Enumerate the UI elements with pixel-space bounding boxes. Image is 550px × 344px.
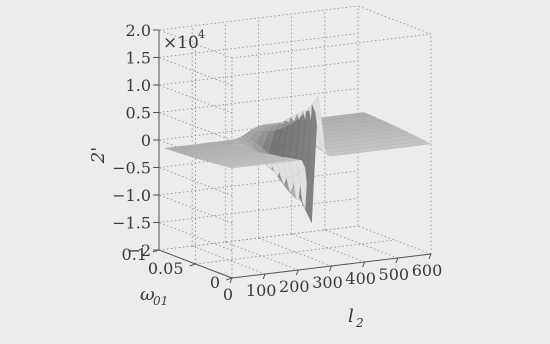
z-axis-label: 2'	[88, 147, 109, 164]
x-tick-label-2: 200	[279, 277, 310, 296]
z-multiplier: ×10 4	[163, 28, 205, 53]
z-multiplier-exponent: 4	[198, 28, 205, 41]
grid-line-left-z-3	[158, 112, 233, 141]
grid-line-back-z-7	[158, 198, 359, 223]
z-tick-label-6: −1.0	[112, 186, 151, 205]
x-tick-mark-6	[428, 253, 432, 260]
y-tick-label-2: 0.1	[122, 245, 147, 264]
x-axis-label-main: l	[348, 306, 354, 327]
y-tick-label-0: 0	[210, 273, 220, 292]
x-tick-mark-0	[229, 277, 233, 284]
z-tick-label-4: 0	[141, 131, 151, 150]
axes-layer: 0 100 200 300 400 500 600 0 0.050.1 2.0 1.5 1.0 0.5 0…	[112, 21, 442, 304]
grid-line-left-z-5	[158, 167, 233, 196]
x-tick-mark-4	[362, 261, 366, 268]
grid-line-left-z-1	[158, 57, 233, 86]
x-tick-mark-5	[395, 257, 399, 264]
grid-line-floor-y-1	[195, 239, 395, 265]
x-tick-mark-2	[295, 269, 299, 276]
grid-line-floor-x-6	[357, 225, 432, 255]
grid-line-floor-y-2	[158, 225, 359, 251]
z-tick-label-2: 1.0	[126, 76, 151, 95]
x-tick-label-3: 300	[312, 273, 343, 292]
grid-line-back-z-0	[158, 5, 359, 31]
x-tick-label-0: 0	[223, 285, 233, 304]
grid-line-floor-x-4	[291, 233, 365, 263]
z-tick-label-0: 2.0	[126, 21, 151, 40]
z-tick-label-3: 0.5	[126, 104, 151, 123]
grid-line-left-z-0	[158, 29, 233, 59]
z-tick-label-8: −2	[127, 241, 151, 260]
grid-line-left-z-2	[158, 84, 233, 114]
box-edge-top-front	[231, 33, 432, 59]
y-axis-label-main: ω	[140, 284, 155, 305]
box-edge-top-right	[357, 5, 432, 35]
z-tick-label-5: −0.5	[112, 159, 151, 178]
z-multiplier-base: ×10	[163, 33, 199, 53]
x-tick-mark-3	[329, 265, 332, 272]
grid-line-left-z-6	[158, 194, 233, 224]
y-axis-label: ω 01	[140, 284, 168, 308]
y-tick-mark-1	[189, 263, 196, 267]
y-tick-mark-0	[225, 277, 233, 281]
surface-patch-0-59	[420, 140, 432, 145]
y-axis-label-sub: 01	[153, 294, 168, 308]
grid-line-left-z-7	[158, 222, 233, 251]
grid-line-floor-x-3	[258, 237, 332, 267]
z-tick-label-7: −1.5	[112, 214, 151, 233]
x-tick-mark-1	[262, 273, 266, 280]
x-axis-label-sub: 2	[355, 316, 364, 330]
x-tick-label-1: 100	[246, 281, 277, 300]
z-axis-label-text: 2'	[88, 147, 109, 164]
grid-line-floor-x-2	[225, 241, 299, 271]
x-tick-label-4: 400	[345, 269, 376, 288]
grid-line-floor-x-5	[324, 229, 398, 259]
grid-line-back-z-3	[158, 88, 359, 113]
grid-line-back-z-6	[158, 170, 359, 196]
x-tick-label-5: 500	[379, 265, 410, 284]
surface-layer	[165, 96, 432, 223]
z-tick-label-1: 1.5	[126, 49, 151, 68]
x-tick-label-6: 600	[412, 261, 443, 280]
y-tick-label-1: 0.05	[148, 259, 184, 278]
x-axis-label: l 2	[348, 306, 364, 330]
grid-line-floor-x-1	[192, 245, 266, 275]
